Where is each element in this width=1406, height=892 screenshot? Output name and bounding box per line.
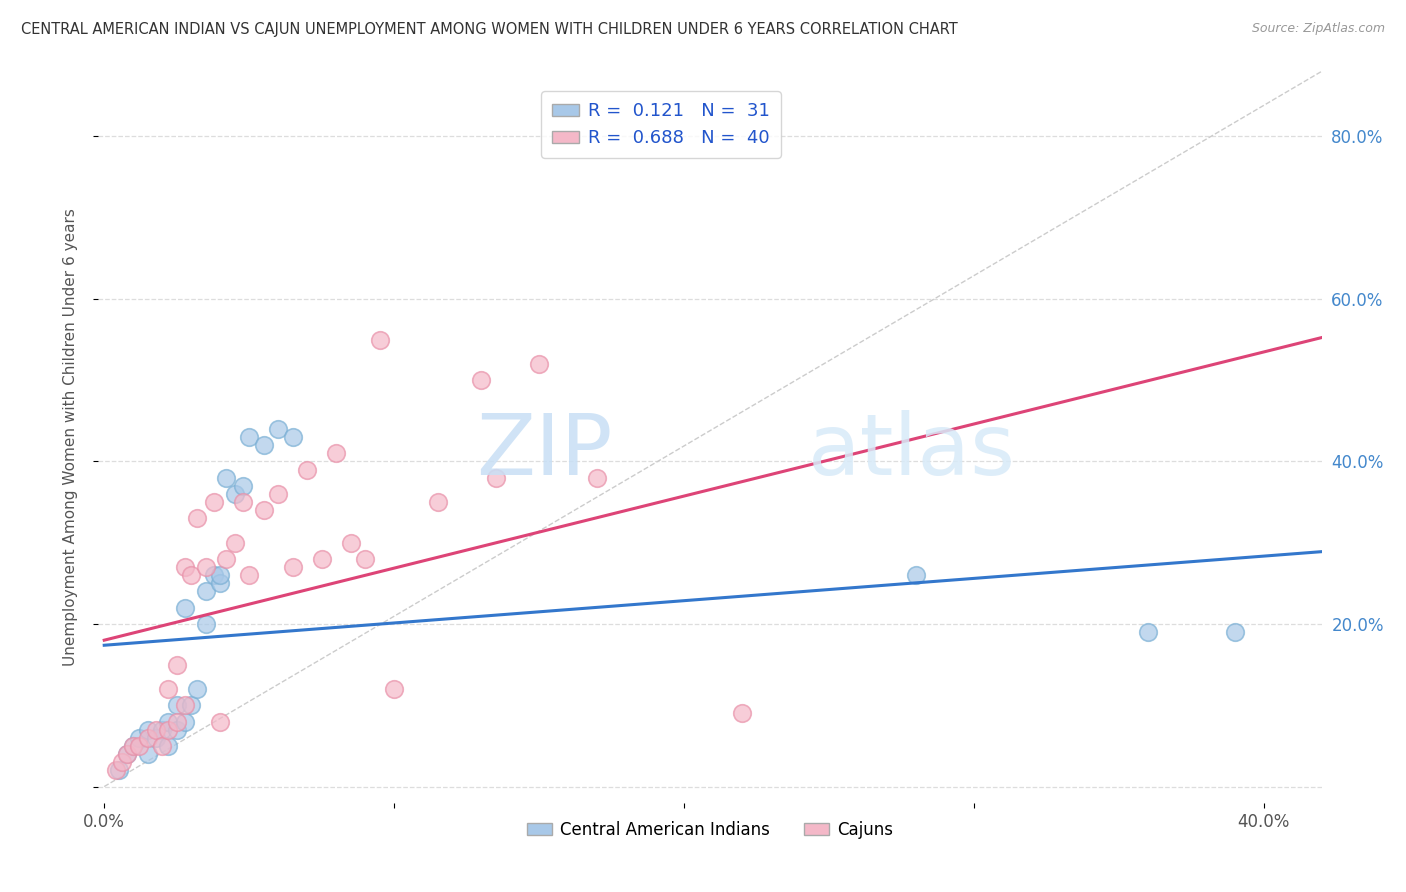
Point <box>122 739 145 753</box>
Point <box>145 731 167 745</box>
Point <box>311 552 333 566</box>
Point <box>180 568 202 582</box>
Point <box>150 723 173 737</box>
Point <box>209 714 232 729</box>
Point <box>281 560 304 574</box>
Point <box>527 357 550 371</box>
Point <box>253 438 276 452</box>
Point <box>156 723 179 737</box>
Point <box>232 479 254 493</box>
Point <box>215 552 238 566</box>
Point <box>209 576 232 591</box>
Point <box>122 739 145 753</box>
Point <box>156 739 179 753</box>
Point <box>145 723 167 737</box>
Point <box>194 560 217 574</box>
Point <box>186 681 208 696</box>
Point <box>209 568 232 582</box>
Point <box>267 422 290 436</box>
Point <box>166 723 188 737</box>
Point <box>382 681 405 696</box>
Point <box>186 511 208 525</box>
Text: CENTRAL AMERICAN INDIAN VS CAJUN UNEMPLOYMENT AMONG WOMEN WITH CHILDREN UNDER 6 : CENTRAL AMERICAN INDIAN VS CAJUN UNEMPLO… <box>21 22 957 37</box>
Point <box>128 739 150 753</box>
Point <box>174 600 197 615</box>
Legend: Central American Indians, Cajuns: Central American Indians, Cajuns <box>520 814 900 846</box>
Point <box>117 747 139 761</box>
Point <box>281 430 304 444</box>
Point <box>368 333 391 347</box>
Point <box>150 739 173 753</box>
Point <box>117 747 139 761</box>
Point <box>136 747 159 761</box>
Point <box>202 495 225 509</box>
Point <box>232 495 254 509</box>
Point <box>174 714 197 729</box>
Point <box>1136 625 1159 640</box>
Point <box>202 568 225 582</box>
Point <box>174 698 197 713</box>
Point <box>156 714 179 729</box>
Text: atlas: atlas <box>808 410 1017 493</box>
Point <box>136 723 159 737</box>
Point <box>224 487 246 501</box>
Point <box>470 373 492 387</box>
Point <box>731 706 754 721</box>
Point <box>107 764 129 778</box>
Point <box>180 698 202 713</box>
Point <box>194 584 217 599</box>
Text: Source: ZipAtlas.com: Source: ZipAtlas.com <box>1251 22 1385 36</box>
Point <box>339 535 361 549</box>
Point <box>295 462 318 476</box>
Point <box>267 487 290 501</box>
Point <box>156 681 179 696</box>
Point <box>110 755 132 769</box>
Text: ZIP: ZIP <box>475 410 612 493</box>
Point <box>104 764 127 778</box>
Point <box>238 568 260 582</box>
Point <box>253 503 276 517</box>
Point <box>136 731 159 745</box>
Point <box>325 446 347 460</box>
Point <box>426 495 449 509</box>
Point <box>194 617 217 632</box>
Point <box>238 430 260 444</box>
Point <box>166 714 188 729</box>
Point <box>484 471 506 485</box>
Point <box>215 471 238 485</box>
Point <box>166 657 188 672</box>
Point <box>224 535 246 549</box>
Point <box>904 568 927 582</box>
Point <box>174 560 197 574</box>
Point <box>128 731 150 745</box>
Point <box>586 471 609 485</box>
Y-axis label: Unemployment Among Women with Children Under 6 years: Unemployment Among Women with Children U… <box>63 208 77 666</box>
Point <box>166 698 188 713</box>
Point <box>354 552 377 566</box>
Point <box>1223 625 1246 640</box>
